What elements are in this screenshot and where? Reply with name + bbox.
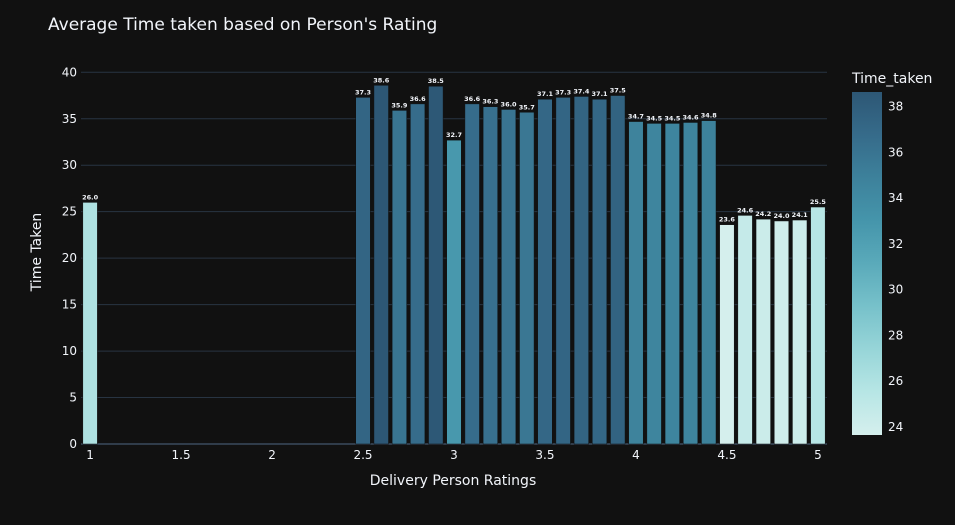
y-tick-label: 20: [62, 251, 77, 265]
colorbar-tick-label: 32: [888, 237, 903, 251]
bar: [773, 220, 790, 445]
bar: [428, 85, 444, 445]
colorbar-tick-label: 24: [888, 420, 903, 434]
bar: [464, 103, 480, 445]
bar: [792, 219, 808, 445]
bar: [592, 98, 608, 445]
y-axis-ticks: 0 5 10 15 20 25 30 35 40: [62, 65, 77, 451]
colorbar-tick-label: 36: [888, 145, 903, 159]
bar-data-label: 34.8: [701, 112, 718, 120]
y-tick-label: 10: [62, 344, 77, 358]
bar: [646, 123, 662, 445]
bar: [537, 98, 553, 445]
bar: [519, 112, 535, 445]
x-tick-label: 3.5: [535, 448, 554, 462]
bar-data-label: 34.5: [646, 114, 663, 122]
colorbar: Time_taken 24 26 28 30 32 34 36 38: [851, 71, 932, 435]
bar: [628, 121, 644, 445]
bar-data-label: 38.6: [373, 76, 390, 84]
bar-data-label: 36.3: [482, 98, 498, 106]
y-tick-label: 35: [62, 112, 77, 126]
bar: [701, 120, 717, 445]
bar: [683, 122, 699, 445]
bar-data-label: 25.5: [810, 198, 827, 206]
bar-data-labels: 26.037.338.635.936.638.532.736.6 36.3 36.0…: [82, 76, 826, 223]
x-tick-label: 3: [450, 448, 458, 462]
bar-data-label: 24.0: [773, 212, 790, 220]
bar: [446, 139, 462, 445]
bar: [610, 95, 626, 445]
bar-data-label: 35.7: [519, 103, 535, 111]
colorbar-tick-label: 38: [888, 100, 903, 114]
x-tick-label: 2.5: [353, 448, 372, 462]
bar-data-label: 37.3: [355, 88, 371, 96]
bar: [555, 97, 571, 445]
bar: [664, 123, 680, 445]
x-tick-label: 1.5: [172, 448, 191, 462]
bar-data-label: 23.6: [719, 216, 736, 224]
bar: [355, 97, 371, 445]
bars: [82, 85, 826, 445]
bar: [719, 224, 735, 445]
x-tick-label: 2: [268, 448, 276, 462]
bar-data-label: 37.1: [592, 90, 609, 98]
bar: [810, 206, 826, 445]
x-tick-label: 5: [814, 448, 822, 462]
colorbar-gradient: [852, 92, 882, 435]
x-tick-label: 4: [632, 448, 640, 462]
y-tick-label: 15: [62, 298, 77, 312]
bar-data-label: 34.6: [683, 113, 700, 121]
chart-title: Average Time taken based on Person's Rat…: [48, 15, 437, 35]
bar-data-label: 24.2: [755, 210, 771, 218]
bar-data-label: 32.7: [446, 131, 462, 139]
bar-data-label: 37.3: [555, 88, 571, 96]
bar-data-label: 37.1: [537, 90, 554, 98]
bar-data-label: 35.9: [391, 101, 408, 109]
bar: [482, 106, 498, 445]
colorbar-tick-label: 28: [888, 328, 903, 342]
colorbar-tick-label: 34: [888, 191, 903, 205]
bar: [573, 96, 589, 445]
bar-data-label: 38.5: [428, 77, 445, 85]
bar-data-label: 24.6: [737, 206, 754, 214]
bar: [737, 215, 753, 445]
bar-data-label: 37.5: [610, 87, 627, 95]
bar-data-label: 34.5: [664, 114, 681, 122]
bar: [501, 109, 517, 445]
x-axis-title: Delivery Person Ratings: [370, 473, 537, 489]
x-axis-ticks: 1 1.5 2 2.5 3 3.5 4 4.5 5: [86, 448, 821, 462]
colorbar-tick-label: 30: [888, 283, 903, 297]
colorbar-title: Time_taken: [851, 71, 932, 87]
bar: [373, 85, 389, 445]
y-tick-label: 40: [62, 65, 77, 79]
bar: [391, 110, 407, 445]
bar-data-label: 36.6: [464, 95, 481, 103]
bar-data-label: 36.6: [410, 95, 427, 103]
bar: [755, 218, 771, 445]
bar-data-label: 37.4: [573, 87, 590, 95]
y-tick-label: 25: [62, 205, 77, 219]
y-tick-label: 0: [69, 437, 77, 451]
bar-data-label: 34.7: [628, 113, 644, 121]
bar-data-label: 24.1: [792, 211, 809, 219]
y-tick-label: 30: [62, 158, 77, 172]
colorbar-tick-label: 26: [888, 374, 903, 388]
bar-data-label: 36.0: [501, 100, 518, 108]
bar: [82, 202, 98, 445]
y-tick-label: 5: [69, 391, 77, 405]
y-axis-title: Time Taken: [29, 213, 45, 293]
bar: [410, 103, 426, 445]
bar-data-label: 26.0: [82, 193, 99, 201]
colorbar-ticks: 24 26 28 30 32 34 36 38: [888, 100, 903, 434]
x-tick-label: 4.5: [717, 448, 736, 462]
x-tick-label: 1: [86, 448, 94, 462]
